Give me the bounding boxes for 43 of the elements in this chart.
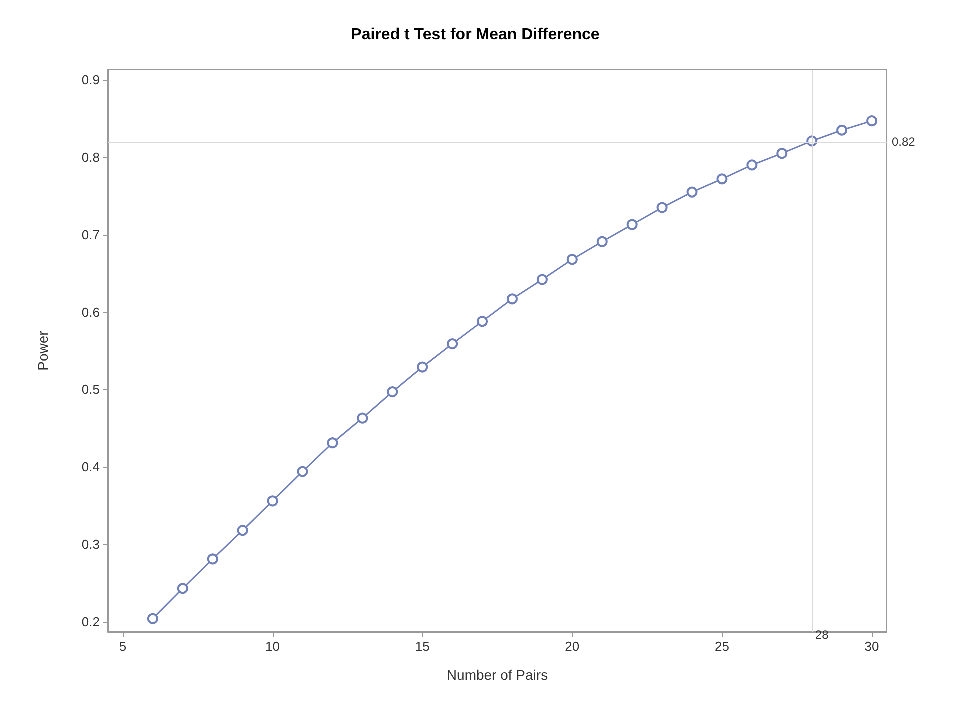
point bbox=[387, 386, 398, 398]
point bbox=[686, 186, 698, 198]
point bbox=[177, 583, 188, 594]
point bbox=[596, 236, 608, 248]
point bbox=[656, 202, 668, 214]
y-tick-label: 0.3 bbox=[82, 537, 100, 552]
y-tick-label: 0.7 bbox=[82, 227, 100, 242]
point bbox=[297, 466, 308, 478]
point bbox=[836, 124, 848, 136]
x-tick-label: 5 bbox=[119, 639, 127, 654]
point bbox=[237, 525, 248, 536]
point bbox=[566, 254, 578, 266]
y-tick-label: 0.9 bbox=[82, 72, 100, 88]
x-tick-label: 10 bbox=[266, 639, 280, 654]
point bbox=[506, 294, 518, 305]
point bbox=[746, 160, 758, 171]
ref-line-label: 0.82 bbox=[892, 134, 916, 149]
y-tick-label: 0.2 bbox=[82, 614, 100, 630]
y-axis-title: Power bbox=[35, 330, 51, 371]
point bbox=[866, 116, 878, 127]
x-tick-label: 25 bbox=[714, 639, 730, 654]
ref-line-label: 28 bbox=[815, 628, 830, 642]
point bbox=[477, 316, 488, 328]
x-tick-label: 20 bbox=[565, 639, 580, 654]
x-axis-title: Number of Pairs bbox=[446, 667, 548, 683]
y-tick-label: 0.4 bbox=[82, 460, 100, 475]
chart-title: Paired t Test for Mean Difference bbox=[351, 26, 600, 44]
point bbox=[417, 362, 428, 373]
x-tick-label: 15 bbox=[415, 639, 430, 654]
y-tick-label: 0.6 bbox=[82, 304, 100, 320]
y-tick-label: 0.5 bbox=[82, 382, 100, 398]
point bbox=[357, 412, 368, 424]
point bbox=[626, 219, 638, 230]
y-tick-label: 0.8 bbox=[82, 150, 100, 165]
point bbox=[267, 496, 278, 507]
point bbox=[207, 554, 218, 565]
point bbox=[716, 174, 728, 185]
point bbox=[776, 148, 788, 160]
point bbox=[536, 274, 548, 286]
x-tick-label: 30 bbox=[864, 639, 880, 654]
point bbox=[447, 338, 458, 350]
point bbox=[147, 613, 158, 624]
point bbox=[327, 438, 338, 449]
